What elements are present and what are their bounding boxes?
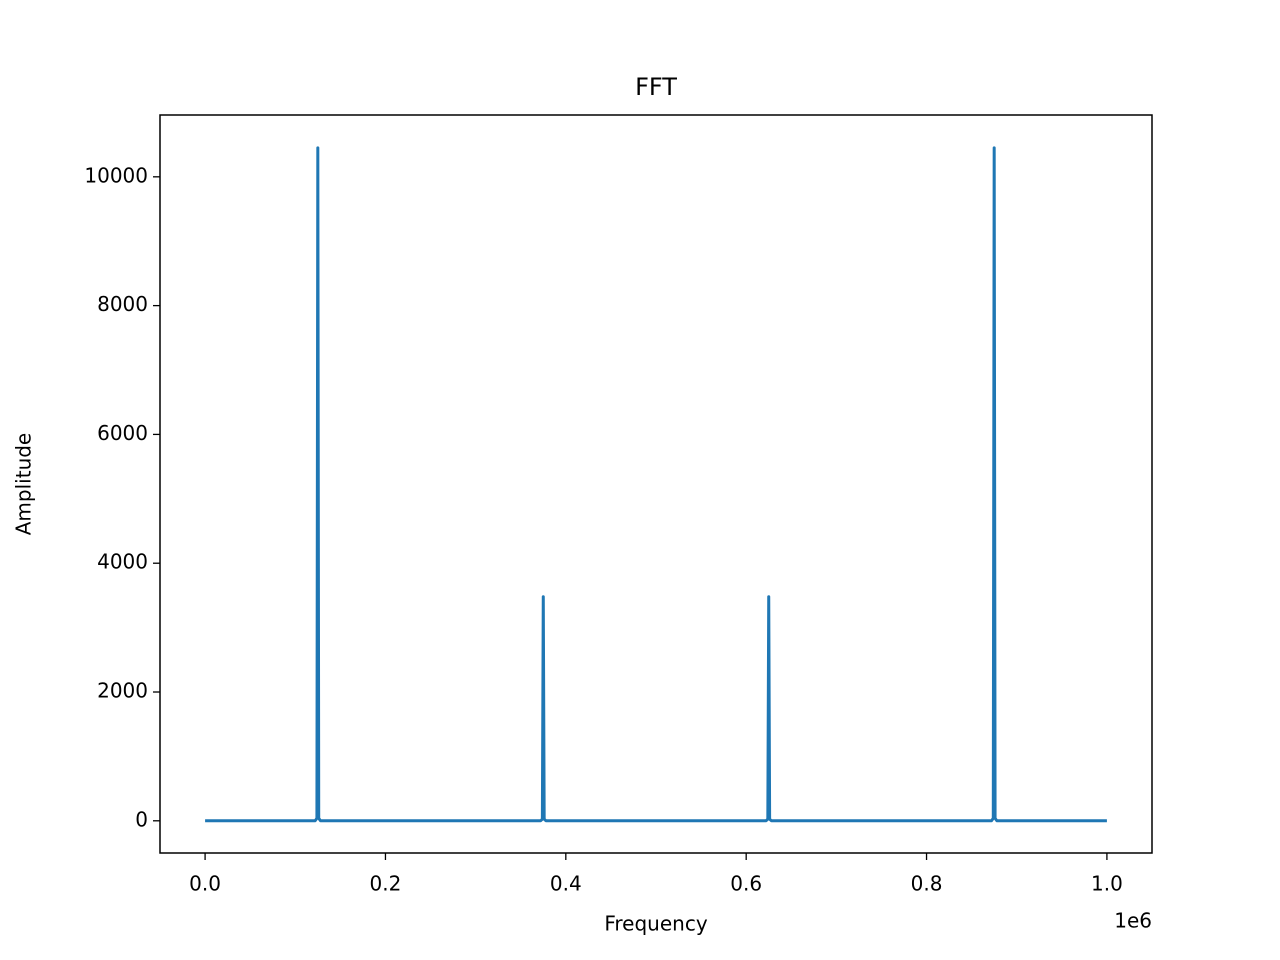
x-axis-label: Frequency (604, 912, 707, 936)
chart-title: FFT (635, 73, 677, 101)
y-tick-label: 6000 (97, 421, 148, 445)
line-series (205, 146, 1107, 823)
y-tick-label: 0 (135, 807, 148, 831)
plot-frame (159, 114, 1153, 854)
x-tick-label: 0.0 (189, 872, 221, 896)
x-tick-label: 0.6 (730, 872, 762, 896)
x-tick-label: 0.8 (911, 872, 943, 896)
y-tick-label: 10000 (84, 163, 148, 187)
y-axis-label: Amplitude (12, 433, 36, 536)
y-tick-label: 8000 (97, 292, 148, 316)
x-offset-label: 1e6 (1114, 909, 1152, 933)
x-tick-label: 1.0 (1091, 872, 1123, 896)
x-tick-label: 0.4 (550, 872, 582, 896)
y-tick-label: 4000 (97, 550, 148, 574)
y-tick-label: 2000 (97, 679, 148, 703)
x-tick-label: 0.2 (370, 872, 402, 896)
